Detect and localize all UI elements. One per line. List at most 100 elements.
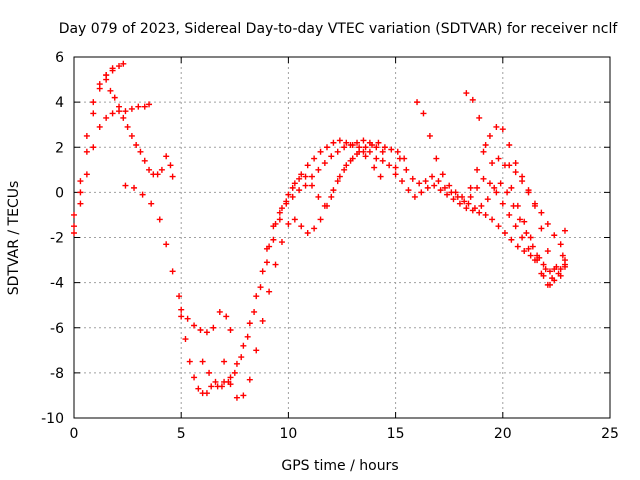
data-point [341, 166, 348, 173]
data-point [429, 173, 436, 180]
y-tick-label: 6 [55, 50, 64, 66]
data-point [514, 202, 521, 209]
data-point [311, 225, 318, 232]
data-point [467, 193, 474, 200]
data-series-trace-g [199, 137, 386, 390]
data-point [424, 184, 431, 191]
data-point [379, 148, 386, 155]
data-point [240, 392, 247, 399]
data-point [146, 101, 153, 108]
data-point [285, 220, 292, 227]
data-point [512, 169, 519, 176]
data-point [512, 223, 519, 230]
y-tick-label: -6 [50, 321, 64, 337]
data-point [459, 193, 466, 200]
data-point [529, 243, 536, 250]
data-point [276, 209, 283, 216]
data-point [463, 90, 470, 97]
data-point [233, 360, 240, 367]
data-point [296, 187, 303, 194]
data-series-trace-c [71, 65, 116, 218]
y-tick-label: -8 [50, 366, 64, 382]
data-series-trace-d [103, 76, 176, 180]
data-point [120, 60, 127, 67]
data-point [289, 184, 296, 191]
data-point [486, 180, 493, 187]
data-point [336, 173, 343, 180]
data-point [336, 137, 343, 144]
data-point [266, 288, 273, 295]
data-points [71, 60, 568, 401]
data-point [146, 166, 153, 173]
data-point [191, 322, 198, 329]
x-axis-label: GPS time / hours [281, 458, 398, 474]
data-point [360, 148, 367, 155]
y-tick-label: 0 [55, 185, 64, 201]
data-point [246, 376, 253, 383]
data-point [270, 236, 277, 243]
data-point [557, 241, 564, 248]
data-point [525, 245, 532, 252]
data-point [491, 184, 498, 191]
data-point [169, 173, 176, 180]
data-point [259, 268, 266, 275]
data-point [441, 184, 448, 191]
data-point [141, 103, 148, 110]
data-point [373, 155, 380, 162]
data-series-trace-k [396, 155, 568, 288]
data-point [508, 184, 515, 191]
x-tick-label: 20 [494, 426, 512, 442]
data-point [90, 110, 97, 117]
data-point [527, 234, 534, 241]
data-series-trace-e [122, 182, 234, 336]
x-tick-label: 5 [177, 426, 186, 442]
axis-ticks: 0 5 10 15 20 25 -10 -8 -6 -4 -2 0 2 4 6 [41, 50, 619, 442]
data-series-trace-i [263, 148, 399, 252]
data-point [381, 144, 388, 151]
data-point [334, 148, 341, 155]
data-point [418, 189, 425, 196]
data-point [551, 232, 558, 239]
data-point [514, 243, 521, 250]
data-point [506, 162, 513, 169]
data-point [128, 105, 135, 112]
data-point [499, 126, 506, 133]
data-point [521, 248, 528, 255]
data-point [557, 266, 564, 273]
data-point [103, 76, 110, 83]
data-point [512, 160, 519, 167]
data-point [476, 209, 483, 216]
data-point [137, 148, 144, 155]
data-point [163, 153, 170, 160]
data-point [270, 223, 277, 230]
data-point [546, 281, 553, 288]
data-point [549, 275, 556, 282]
data-point [531, 200, 538, 207]
data-point [482, 211, 489, 218]
data-point [523, 229, 530, 236]
data-point [186, 358, 193, 365]
data-point [195, 385, 202, 392]
data-point [308, 182, 315, 189]
y-tick-label: 2 [55, 140, 64, 156]
data-point [83, 171, 90, 178]
data-point [291, 216, 298, 223]
data-point [259, 317, 266, 324]
x-tick-label: 25 [601, 426, 619, 442]
data-series-trace-j [392, 171, 566, 275]
chart-title: Day 079 of 2023, Sidereal Day-to-day VTE… [59, 21, 619, 37]
data-point [377, 173, 384, 180]
data-point [278, 239, 285, 246]
data-point [396, 155, 403, 162]
data-point [463, 205, 470, 212]
data-point [131, 184, 138, 191]
data-point [304, 229, 311, 236]
data-point [527, 252, 534, 259]
data-point [366, 148, 373, 155]
data-point [461, 198, 468, 205]
x-tick-label: 15 [387, 426, 405, 442]
data-point [315, 166, 322, 173]
data-series-trace-h [221, 139, 408, 401]
data-point [71, 229, 77, 236]
data-point [334, 178, 341, 185]
